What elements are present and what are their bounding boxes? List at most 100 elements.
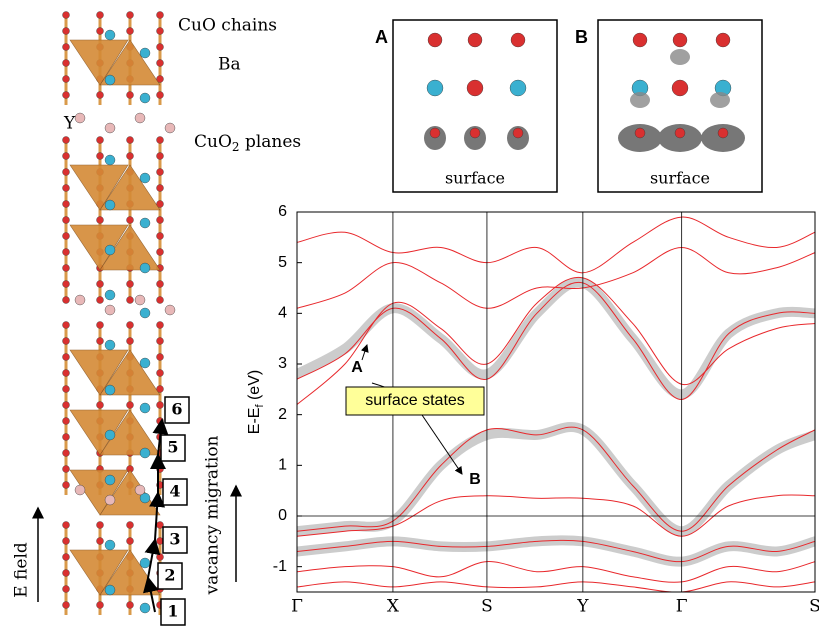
atom — [96, 296, 104, 304]
atom — [62, 43, 70, 51]
atom — [156, 27, 164, 35]
atom — [139, 172, 151, 184]
label-part: E-E — [246, 408, 263, 435]
atom — [466, 79, 484, 97]
atom — [62, 401, 70, 409]
atom — [156, 136, 164, 144]
atom — [62, 248, 70, 256]
atom — [126, 216, 134, 224]
atom — [96, 91, 104, 99]
annotation-arrow — [360, 344, 369, 361]
atom — [139, 217, 151, 229]
atom — [62, 521, 70, 529]
atom — [96, 216, 104, 224]
atom — [96, 152, 104, 160]
atom — [156, 337, 164, 345]
atom — [134, 294, 146, 306]
panel-label: A — [375, 27, 388, 47]
step-box — [162, 478, 188, 506]
y-tick-label: 1 — [278, 457, 287, 474]
x-tick-label: Γ — [291, 597, 303, 617]
atom — [62, 136, 70, 144]
y-tick-label: 6 — [278, 203, 287, 220]
atom — [62, 537, 70, 545]
atom — [96, 521, 104, 529]
atom — [156, 280, 164, 288]
atom — [62, 601, 70, 609]
atom — [139, 307, 151, 319]
atom — [467, 32, 483, 48]
atom — [96, 337, 104, 345]
band-line — [297, 535, 815, 567]
label-vacancy: vacancy migration — [203, 435, 223, 595]
polyhedron — [69, 349, 129, 396]
atom — [134, 112, 146, 124]
atom — [104, 339, 116, 351]
band-line — [297, 246, 815, 309]
atom — [134, 484, 146, 496]
atom — [634, 127, 646, 139]
atom — [672, 32, 688, 48]
migration-step — [142, 576, 159, 613]
atom — [156, 216, 164, 224]
label-cuo-chains: CuO chains — [178, 16, 277, 36]
atom — [671, 79, 689, 97]
atom — [104, 289, 116, 301]
atom — [126, 321, 134, 329]
atom — [96, 11, 104, 19]
annotation-label: surface states — [365, 392, 465, 409]
atom — [717, 127, 729, 139]
polyhedron — [99, 409, 161, 456]
atom — [62, 200, 70, 208]
atom — [156, 43, 164, 51]
plot-frame — [296, 211, 816, 593]
band-line — [297, 422, 815, 537]
atom — [139, 602, 151, 614]
atom — [62, 353, 70, 361]
atom — [104, 29, 116, 41]
y-axis-label: E-Ef (eV) — [246, 370, 266, 434]
atom — [104, 429, 116, 441]
atom — [74, 484, 86, 496]
atom — [62, 27, 70, 35]
band-line — [297, 494, 815, 537]
atom — [469, 127, 481, 139]
atom — [126, 152, 134, 160]
x-tick-label: Y — [576, 597, 589, 617]
atom — [632, 32, 648, 48]
atom — [96, 280, 104, 288]
atom — [62, 296, 70, 304]
atom — [96, 537, 104, 545]
atom — [126, 280, 134, 288]
atom — [104, 244, 116, 256]
atom — [427, 32, 443, 48]
atom — [126, 601, 134, 609]
x-tick-label: X — [387, 597, 400, 617]
atom — [126, 136, 134, 144]
atom — [104, 122, 116, 134]
atom — [156, 91, 164, 99]
annotation-arrow — [419, 411, 463, 475]
label-ba: Ba — [218, 55, 241, 75]
atom — [139, 357, 151, 369]
polyhedron — [99, 164, 161, 211]
inset-caption: surface — [445, 169, 505, 188]
x-tick-label: Γ — [676, 597, 688, 617]
atom — [96, 27, 104, 35]
atom — [126, 296, 134, 304]
atom — [62, 481, 70, 489]
step-label: 1 — [167, 602, 178, 621]
step-box — [162, 526, 188, 554]
atom — [156, 11, 164, 19]
atom — [156, 75, 164, 83]
atom — [126, 537, 134, 545]
migration-step — [149, 491, 166, 541]
band-line — [297, 539, 815, 563]
atom — [104, 199, 116, 211]
label-part: 2 — [232, 140, 240, 154]
atom — [62, 280, 70, 288]
density-blob — [630, 92, 650, 108]
atom — [126, 11, 134, 19]
atom — [126, 337, 134, 345]
atom — [139, 262, 151, 274]
